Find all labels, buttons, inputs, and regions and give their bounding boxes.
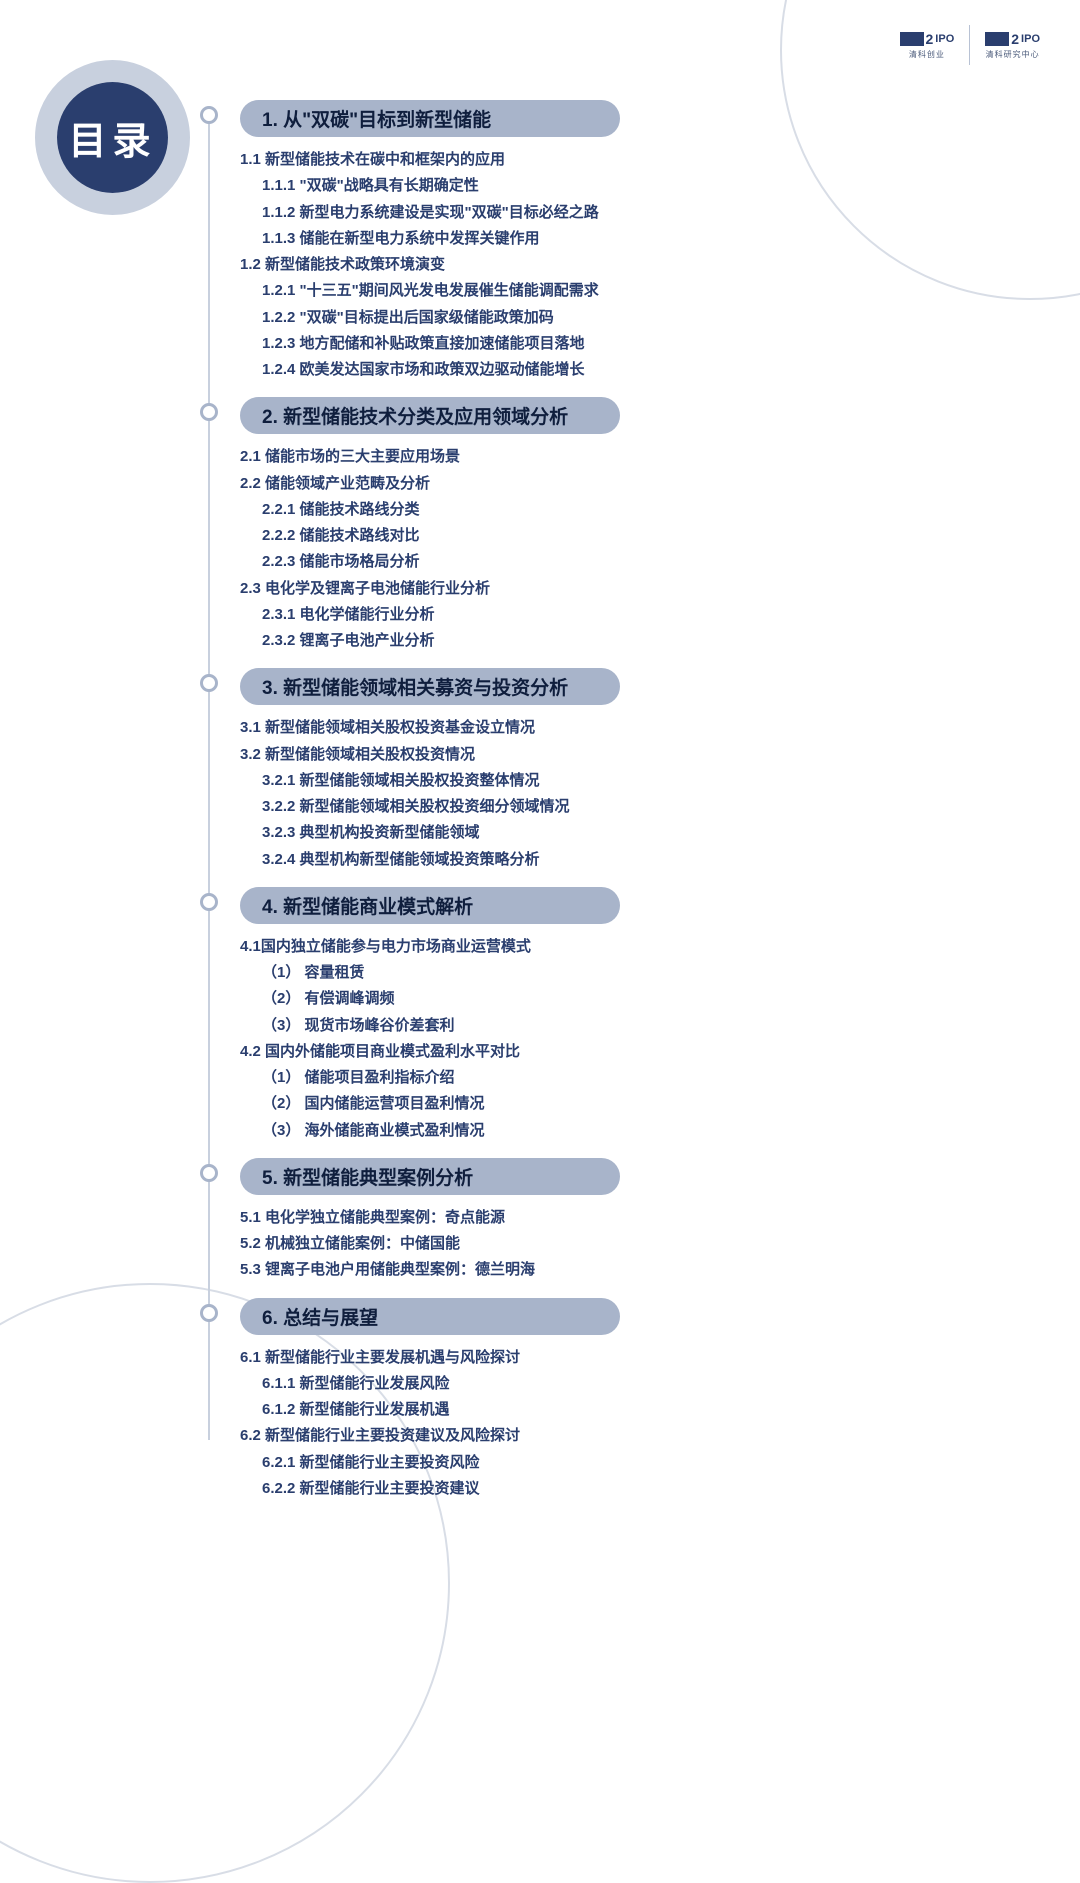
toc-item-level2: 3.2.1 新型储能领域相关股权投资整体情况: [240, 768, 1020, 794]
toc-item-level1: 3.1 新型储能领域相关股权投资基金设立情况: [240, 715, 1020, 741]
title-badge: 目录: [35, 60, 190, 215]
toc-section: 3. 新型储能领域相关募资与投资分析 3.1 新型储能领域相关股权投资基金设立情况…: [200, 668, 1020, 873]
section-bullet-icon: [200, 106, 218, 124]
toc-item-level1: 3.2 新型储能领域相关股权投资情况: [240, 742, 1020, 768]
toc-item-level2: （2） 有偿调峰调频: [240, 986, 1020, 1012]
toc-item-level2: 6.1.2 新型储能行业发展机遇: [240, 1397, 1020, 1423]
section-bullet-icon: [200, 674, 218, 692]
toc-item-level2: （3） 现货市场峰谷价差套利: [240, 1013, 1020, 1039]
logo-1: 2 IPO 清科创业: [900, 31, 955, 60]
section-heading: 4. 新型储能商业模式解析: [240, 887, 620, 924]
table-of-contents: 1. 从"双碳"目标到新型储能 1.1 新型储能技术在碳中和框架内的应用1.1.1…: [200, 100, 1020, 1516]
toc-item-level2: 3.2.3 典型机构投资新型储能领域: [240, 820, 1020, 846]
toc-item-level2: 2.3.2 锂离子电池产业分析: [240, 628, 1020, 654]
toc-item-level2: 1.2.4 欧美发达国家市场和政策双边驱动储能增长: [240, 357, 1020, 383]
toc-item-level1: 5.2 机械独立储能案例：中储国能: [240, 1231, 1020, 1257]
toc-item-level2: 3.2.2 新型储能领域相关股权投资细分领域情况: [240, 794, 1020, 820]
section-heading: 2. 新型储能技术分类及应用领域分析: [240, 397, 620, 434]
toc-item-level2: 3.2.4 典型机构新型储能领域投资策略分析: [240, 847, 1020, 873]
toc-item-level2: 2.2.2 储能技术路线对比: [240, 523, 1020, 549]
toc-item-level1: 4.1国内独立储能参与电力市场商业运营模式: [240, 934, 1020, 960]
toc-item-level2: （3） 海外储能商业模式盈利情况: [240, 1118, 1020, 1144]
toc-item-level2: 6.1.1 新型储能行业发展风险: [240, 1371, 1020, 1397]
section-heading: 5. 新型储能典型案例分析: [240, 1158, 620, 1195]
section-heading: 1. 从"双碳"目标到新型储能: [240, 100, 620, 137]
section-bullet-icon: [200, 1164, 218, 1182]
toc-item-level1: 6.1 新型储能行业主要发展机遇与风险探讨: [240, 1345, 1020, 1371]
toc-section: 6. 总结与展望 6.1 新型储能行业主要发展机遇与风险探讨6.1.1 新型储能行…: [200, 1298, 1020, 1503]
section-items: 1.1 新型储能技术在碳中和框架内的应用1.1.1 "双碳"战略具有长期确定性1…: [240, 147, 1020, 383]
toc-item-level1: 6.2 新型储能行业主要投资建议及风险探讨: [240, 1423, 1020, 1449]
toc-item-level2: 2.2.3 储能市场格局分析: [240, 549, 1020, 575]
toc-item-level2: 6.2.2 新型储能行业主要投资建议: [240, 1476, 1020, 1502]
toc-item-level2: 1.1.2 新型电力系统建设是实现"双碳"目标必经之路: [240, 200, 1020, 226]
toc-item-level2: 2.3.1 电化学储能行业分析: [240, 602, 1020, 628]
toc-item-level1: 5.1 电化学独立储能典型案例：奇点能源: [240, 1205, 1020, 1231]
toc-item-level2: 1.2.1 "十三五"期间风光发电发展催生储能调配需求: [240, 278, 1020, 304]
section-bullet-icon: [200, 403, 218, 421]
toc-item-level1: 5.3 锂离子电池户用储能典型案例：德兰明海: [240, 1257, 1020, 1283]
toc-section: 2. 新型储能技术分类及应用领域分析 2.1 储能市场的三大主要应用场景2.2 储…: [200, 397, 1020, 654]
logo-2: 2 IPO 清科研究中心: [985, 31, 1040, 60]
section-items: 5.1 电化学独立储能典型案例：奇点能源5.2 机械独立储能案例：中储国能5.3…: [240, 1205, 1020, 1284]
toc-item-level2: （2） 国内储能运营项目盈利情况: [240, 1091, 1020, 1117]
toc-item-level1: 2.3 电化学及锂离子电池储能行业分析: [240, 576, 1020, 602]
toc-item-level2: 2.2.1 储能技术路线分类: [240, 497, 1020, 523]
section-items: 3.1 新型储能领域相关股权投资基金设立情况3.2 新型储能领域相关股权投资情况…: [240, 715, 1020, 873]
toc-section: 1. 从"双碳"目标到新型储能 1.1 新型储能技术在碳中和框架内的应用1.1.1…: [200, 100, 1020, 383]
section-heading: 3. 新型储能领域相关募资与投资分析: [240, 668, 620, 705]
toc-item-level1: 4.2 国内外储能项目商业模式盈利水平对比: [240, 1039, 1020, 1065]
toc-item-level2: 1.2.3 地方配储和补贴政策直接加速储能项目落地: [240, 331, 1020, 357]
section-items: 4.1国内独立储能参与电力市场商业运营模式（1） 容量租赁（2） 有偿调峰调频（…: [240, 934, 1020, 1144]
section-bullet-icon: [200, 893, 218, 911]
toc-item-level2: （1） 储能项目盈利指标介绍: [240, 1065, 1020, 1091]
toc-item-level1: 1.2 新型储能技术政策环境演变: [240, 252, 1020, 278]
section-items: 6.1 新型储能行业主要发展机遇与风险探讨6.1.1 新型储能行业发展风险6.1…: [240, 1345, 1020, 1503]
page-title: 目录: [57, 82, 168, 193]
toc-item-level2: （1） 容量租赁: [240, 960, 1020, 986]
section-bullet-icon: [200, 1304, 218, 1322]
section-items: 2.1 储能市场的三大主要应用场景2.2 储能领域产业范畴及分析2.2.1 储能…: [240, 444, 1020, 654]
toc-item-level1: 1.1 新型储能技术在碳中和框架内的应用: [240, 147, 1020, 173]
toc-item-level2: 6.2.1 新型储能行业主要投资风险: [240, 1450, 1020, 1476]
section-heading: 6. 总结与展望: [240, 1298, 620, 1335]
toc-section: 5. 新型储能典型案例分析 5.1 电化学独立储能典型案例：奇点能源5.2 机械独…: [200, 1158, 1020, 1284]
header-logos: 2 IPO 清科创业 2 IPO 清科研究中心: [900, 25, 1041, 65]
toc-item-level1: 2.2 储能领域产业范畴及分析: [240, 471, 1020, 497]
toc-item-level2: 1.1.3 储能在新型电力系统中发挥关键作用: [240, 226, 1020, 252]
toc-item-level1: 2.1 储能市场的三大主要应用场景: [240, 444, 1020, 470]
toc-item-level2: 1.2.2 "双碳"目标提出后国家级储能政策加码: [240, 305, 1020, 331]
toc-section: 4. 新型储能商业模式解析 4.1国内独立储能参与电力市场商业运营模式（1） 容量…: [200, 887, 1020, 1144]
toc-item-level2: 1.1.1 "双碳"战略具有长期确定性: [240, 173, 1020, 199]
